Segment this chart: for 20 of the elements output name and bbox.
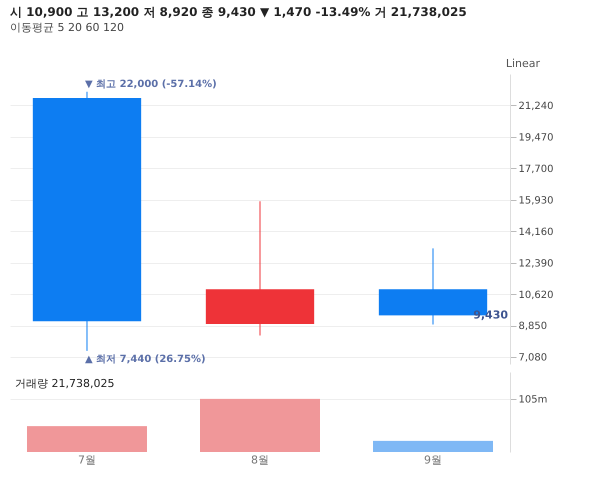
- y-tick-label: 21,240: [518, 100, 554, 112]
- annotation: 거래량 21,738,025: [15, 377, 114, 390]
- y-tick-label: 17,700: [518, 164, 554, 175]
- annotation: 9,430: [473, 308, 508, 322]
- x-tick-label: 7월: [78, 454, 96, 466]
- chart-subtitle: 이동평균 5 20 60 120: [10, 21, 124, 34]
- y-tick-label: 105m: [518, 394, 548, 406]
- x-tick-label: 8월: [251, 454, 269, 466]
- y-tick-label: 12,390: [518, 258, 554, 270]
- y-tick-label: 15,930: [518, 195, 554, 206]
- y-tick-label: 14,160: [518, 226, 554, 238]
- chart-title: 시 10,900 고 13,200 저 8,920 종 9,430 ▼ 1,470 -13.49% 거 21,738,025: [10, 5, 467, 19]
- text: Linear: [506, 57, 540, 70]
- y-tick-label: 7,080: [518, 352, 548, 364]
- y-tick-label: 10,620: [518, 290, 554, 301]
- x-tick-label: 9월: [424, 454, 442, 466]
- y-tick-label: 19,470: [518, 132, 554, 144]
- y-tick-label: 8,850: [518, 321, 548, 332]
- annotation: ▲ 최저 7,440 (26.75%): [84, 354, 206, 365]
- annotation: ▼ 최고 22,000 (-57.14%): [84, 78, 217, 90]
